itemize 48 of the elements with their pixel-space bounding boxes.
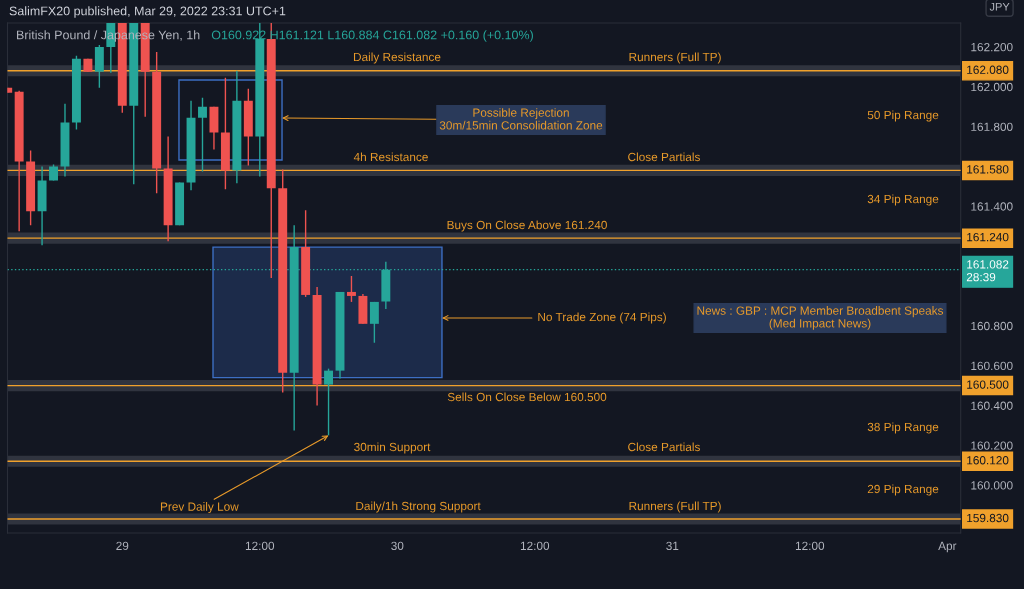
candlestick: [346, 275, 356, 303]
x-tick-label: 29: [116, 541, 129, 550]
ref-line-label: 162.080: [967, 65, 1009, 74]
candlestick: [324, 367, 334, 437]
ref-line-label: 160.120: [967, 456, 1009, 465]
chart-title: SalimFX20 published, Mar 29, 2022 23:31 UTC+1: [9, 6, 286, 18]
y-tick-label: 160.200: [971, 441, 1013, 450]
annotation: 50 Pip Range: [867, 110, 939, 122]
y-tick-label: 161.800: [971, 122, 1013, 131]
annotation: Buys On Close Above 161.240: [447, 220, 607, 232]
ref-line-label: 161.240: [967, 232, 1009, 242]
x-tick-label: 12:00: [245, 541, 275, 550]
x-tick-label: 30: [391, 541, 404, 550]
annotation: Daily Resistance: [353, 52, 441, 64]
annotation: News : GBP : MCP Member Broadbent Speaks (Med Impact News): [697, 306, 944, 330]
x-tick-label: 31: [666, 541, 679, 550]
y-tick-label: 160.800: [971, 321, 1013, 331]
y-tick-label: 160.000: [971, 481, 1013, 490]
ref-line-label: 161.580: [967, 165, 1009, 174]
candlestick: [369, 301, 379, 344]
y-tick-label: 161.400: [971, 202, 1013, 211]
annotation: 4h Resistance: [353, 152, 428, 162]
annotation: Prev Daily Low: [160, 502, 239, 514]
annotation: Runners (Full TP): [629, 501, 721, 513]
annotation: 34 Pip Range: [867, 194, 939, 206]
y-tick-label: 162.000: [971, 82, 1013, 92]
band-label: No Trade Zone (74 Pips): [538, 312, 666, 324]
y-axis-title: JPY: [989, 2, 1010, 11]
ref-line-label: 160.500: [967, 380, 1009, 389]
annotation: Daily/1h Strong Support: [356, 501, 481, 513]
ref-line-label: 161.082 28:39: [966, 260, 1009, 282]
y-tick-label: 162.200: [971, 42, 1013, 52]
annotation: Runners (Full TP): [629, 52, 721, 64]
x-tick-label: 12:00: [795, 541, 825, 550]
candlestick: [198, 97, 207, 173]
x-tick-label: 12:00: [520, 541, 550, 550]
annotation: Possible Rejection 30m/15min Consolidation Zone: [439, 108, 603, 130]
annotation: 38 Pip Range: [867, 422, 939, 434]
annotation: Close Partials: [628, 442, 700, 452]
y-tick-label: 160.400: [971, 401, 1013, 410]
ref-line-label: 159.830: [967, 513, 1009, 523]
annotation: Sells On Close Below 160.500: [447, 392, 607, 402]
annotation: Close Partials: [628, 152, 700, 162]
annotation: 29 Pip Range: [867, 484, 939, 496]
y-tick-label: 160.600: [971, 361, 1013, 371]
text: British Pound / Japanese Yen, 1h: [17, 30, 200, 42]
x-tick-label: Apr: [938, 541, 957, 553]
annotation: 30min Support: [354, 442, 431, 454]
